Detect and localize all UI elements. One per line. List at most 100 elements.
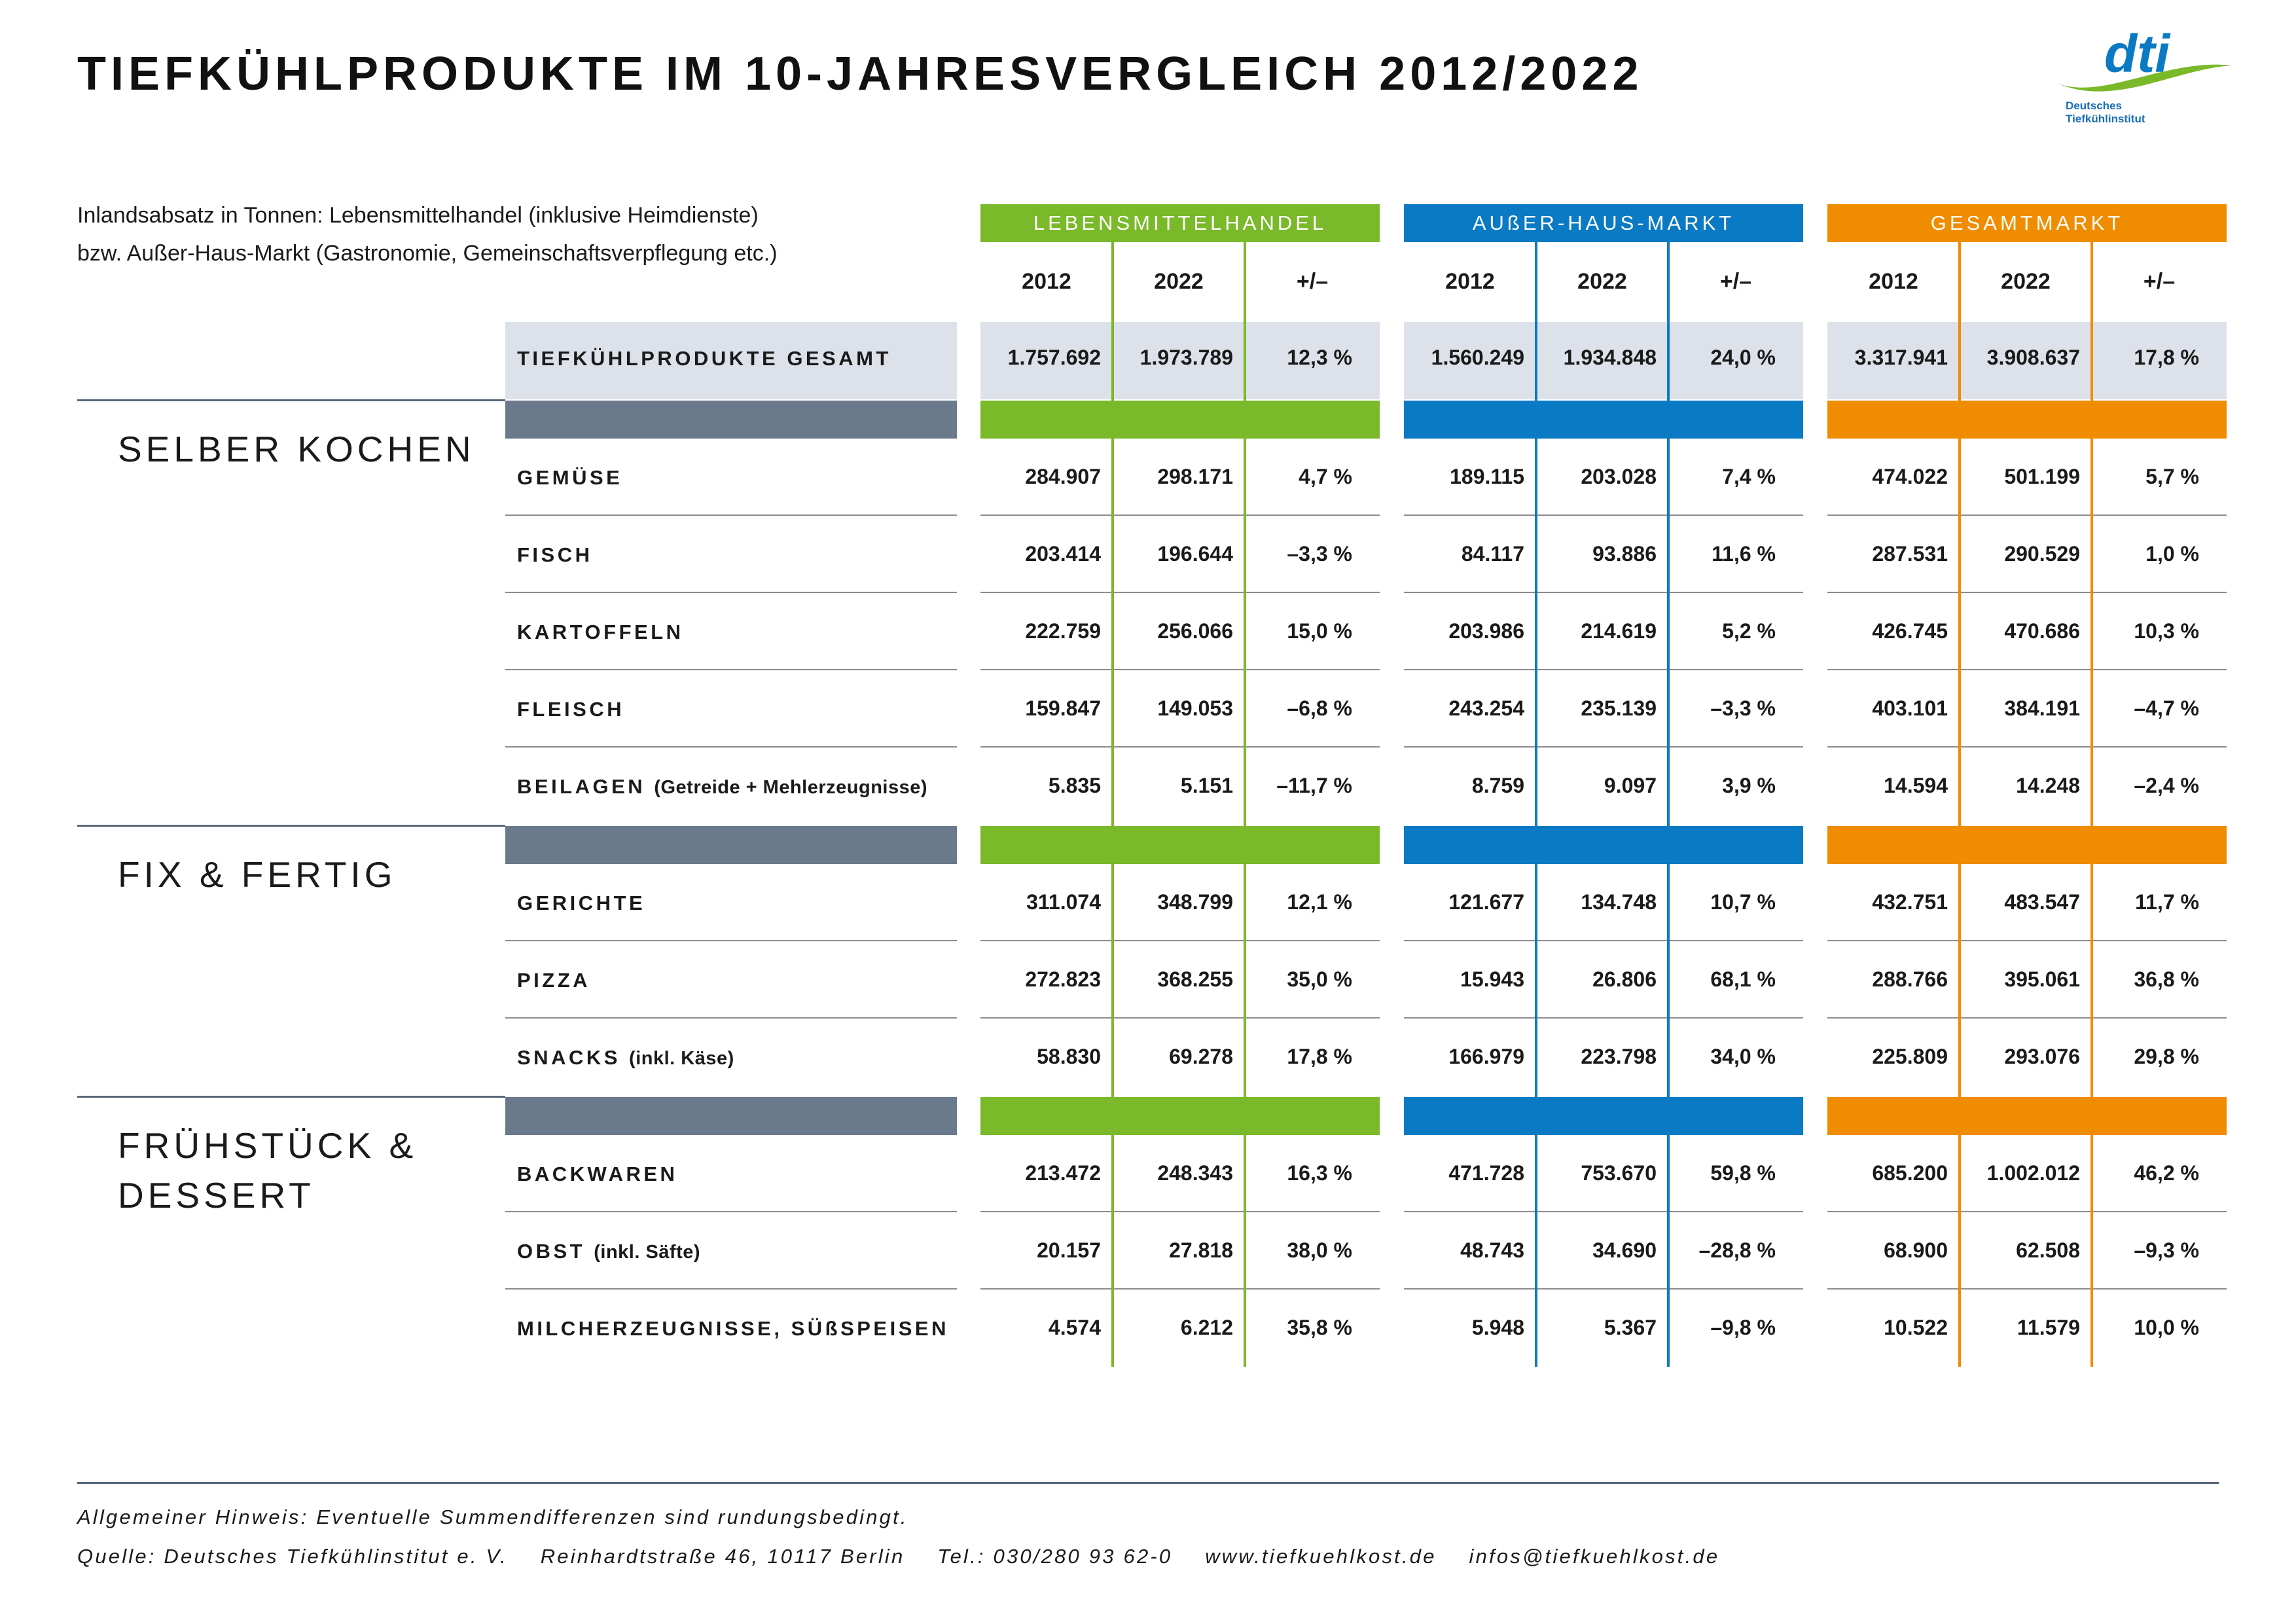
row-divider	[1827, 592, 2227, 593]
row-divider	[1827, 514, 2227, 516]
row-divider	[1404, 746, 1803, 748]
footer-hint: Allgemeiner Hinweis: Eventuelle Summendi…	[77, 1506, 908, 1528]
value-cell: 29,8 %	[2134, 1045, 2199, 1068]
value-cell: 26.806	[1592, 967, 1657, 991]
section-separator-bar	[1827, 1097, 2227, 1135]
value-cell: 213.472	[1025, 1161, 1101, 1185]
value-cell: 48.743	[1460, 1238, 1524, 1262]
section-separator-bar	[980, 826, 1380, 864]
logo-subtitle-line2: Tiefkühlinstitut	[2066, 113, 2145, 125]
value-cell: 3.317.941	[1854, 346, 1948, 369]
column-header: 2012	[1445, 269, 1495, 294]
row-divider	[505, 1017, 957, 1019]
row-divider	[1827, 1017, 2227, 1019]
value-cell: 248.343	[1157, 1161, 1233, 1185]
section-title-line1: FRÜHSTÜCK &	[118, 1125, 418, 1166]
value-cell: 293.076	[2004, 1045, 2080, 1068]
value-cell: 470.686	[2004, 619, 2080, 643]
row-divider	[980, 1017, 1380, 1019]
value-cell: 93.886	[1592, 542, 1657, 566]
row-label-main: MILCHERZEUGNISSE, SÜßSPEISEN	[517, 1317, 949, 1340]
value-cell: 34,0 %	[1710, 1045, 1776, 1068]
value-cell: 753.670	[1581, 1161, 1657, 1185]
value-cell: 62.508	[2016, 1238, 2080, 1262]
value-cell: 243.254	[1448, 696, 1524, 720]
row-label: BACKWAREN	[517, 1163, 677, 1186]
value-cell: 20.157	[1037, 1238, 1101, 1262]
value-cell: 1,0 %	[2145, 542, 2199, 566]
value-cell: 15,0 %	[1287, 619, 1352, 643]
value-cell: 10.522	[1884, 1316, 1948, 1339]
value-cell: 235.139	[1581, 696, 1657, 720]
row-label: FLEISCH	[517, 698, 624, 721]
value-cell: 46,2 %	[2134, 1161, 2199, 1185]
value-cell: 12,3 %	[1287, 346, 1352, 369]
row-label: OBST (inkl. Säfte)	[517, 1240, 700, 1263]
row-divider	[505, 1288, 957, 1290]
value-cell: 290.529	[2004, 542, 2080, 566]
row-label: FISCH	[517, 543, 593, 567]
value-cell: 134.748	[1581, 890, 1657, 914]
value-cell: 27.818	[1169, 1238, 1233, 1262]
value-cell: 1.934.848	[1563, 346, 1657, 369]
column-rule	[1244, 242, 1246, 1367]
value-cell: 68.900	[1884, 1238, 1948, 1262]
row-label: PIZZA	[517, 969, 590, 992]
section-title-line2: DESSERT	[118, 1175, 315, 1216]
total-row-bg	[1827, 322, 2227, 399]
value-cell: 214.619	[1581, 619, 1657, 643]
value-cell: 10,7 %	[1710, 890, 1776, 914]
section-separator-bar	[1404, 401, 1803, 439]
row-divider	[980, 940, 1380, 941]
value-cell: 6.212	[1180, 1316, 1233, 1339]
value-cell: 59,8 %	[1710, 1161, 1776, 1185]
value-cell: 403.101	[1872, 696, 1948, 720]
footer-website-link[interactable]: www.tiefkuehlkost.de	[1205, 1545, 1437, 1568]
row-divider	[980, 1288, 1380, 1290]
row-divider	[1827, 669, 2227, 670]
row-label: KARTOFFELN	[517, 621, 684, 644]
row-divider	[505, 940, 957, 941]
row-divider	[505, 514, 957, 516]
column-rule	[1535, 242, 1537, 1367]
value-cell: 121.677	[1448, 890, 1524, 914]
footer-phone: Tel.: 030/280 93 62-0	[937, 1545, 1173, 1568]
row-label-main: GEMÜSE	[517, 466, 623, 489]
row-divider	[980, 514, 1380, 516]
footer-address: Reinhardtstraße 46, 10117 Berlin	[540, 1545, 905, 1568]
row-label-main: KARTOFFELN	[517, 621, 684, 643]
logo-subtitle: Deutsches Tiefkühlinstitut	[2066, 99, 2197, 126]
row-divider	[505, 592, 957, 593]
footer-source: Quelle: Deutsches Tiefkühlinstitut e. V.	[77, 1545, 508, 1568]
value-cell: 5.835	[1048, 774, 1101, 797]
total-row-label: TIEFKÜHLPRODUKTE GESAMT	[517, 347, 891, 370]
footer-divider	[77, 1482, 2219, 1484]
row-divider	[980, 1211, 1380, 1212]
row-divider	[980, 592, 1380, 593]
section-separator-bar	[980, 1097, 1380, 1135]
value-cell: –11,7 %	[1276, 774, 1352, 797]
value-cell: 69.278	[1169, 1045, 1233, 1068]
row-divider	[505, 746, 957, 748]
value-cell: 284.907	[1025, 465, 1101, 488]
value-cell: –6,8 %	[1287, 696, 1352, 720]
logo-subtitle-line1: Deutsches	[2066, 99, 2122, 112]
footer-email-link[interactable]: infos@tiefkuehlkost.de	[1469, 1545, 1720, 1568]
value-cell: 8.759	[1471, 774, 1524, 797]
value-cell: –9,8 %	[1710, 1316, 1776, 1339]
value-cell: 11,6 %	[1712, 542, 1776, 566]
value-cell: 501.199	[2004, 465, 2080, 488]
total-row-bg	[980, 322, 1380, 399]
column-header: 2012	[1022, 269, 1071, 294]
row-label: GERICHTE	[517, 892, 645, 915]
row-divider	[1404, 592, 1803, 593]
section-title-line1: FIX & FERTIG	[118, 854, 397, 895]
row-divider	[1404, 1288, 1803, 1290]
group-header-1: AUßER-HAUS-MARKT	[1404, 204, 1803, 242]
value-cell: 4.574	[1048, 1316, 1101, 1339]
value-cell: 483.547	[2004, 890, 2080, 914]
value-cell: 14.248	[2016, 774, 2080, 797]
value-cell: 17,8 %	[1287, 1045, 1352, 1068]
value-cell: 203.028	[1581, 465, 1657, 488]
value-cell: 68,1 %	[1710, 967, 1776, 991]
